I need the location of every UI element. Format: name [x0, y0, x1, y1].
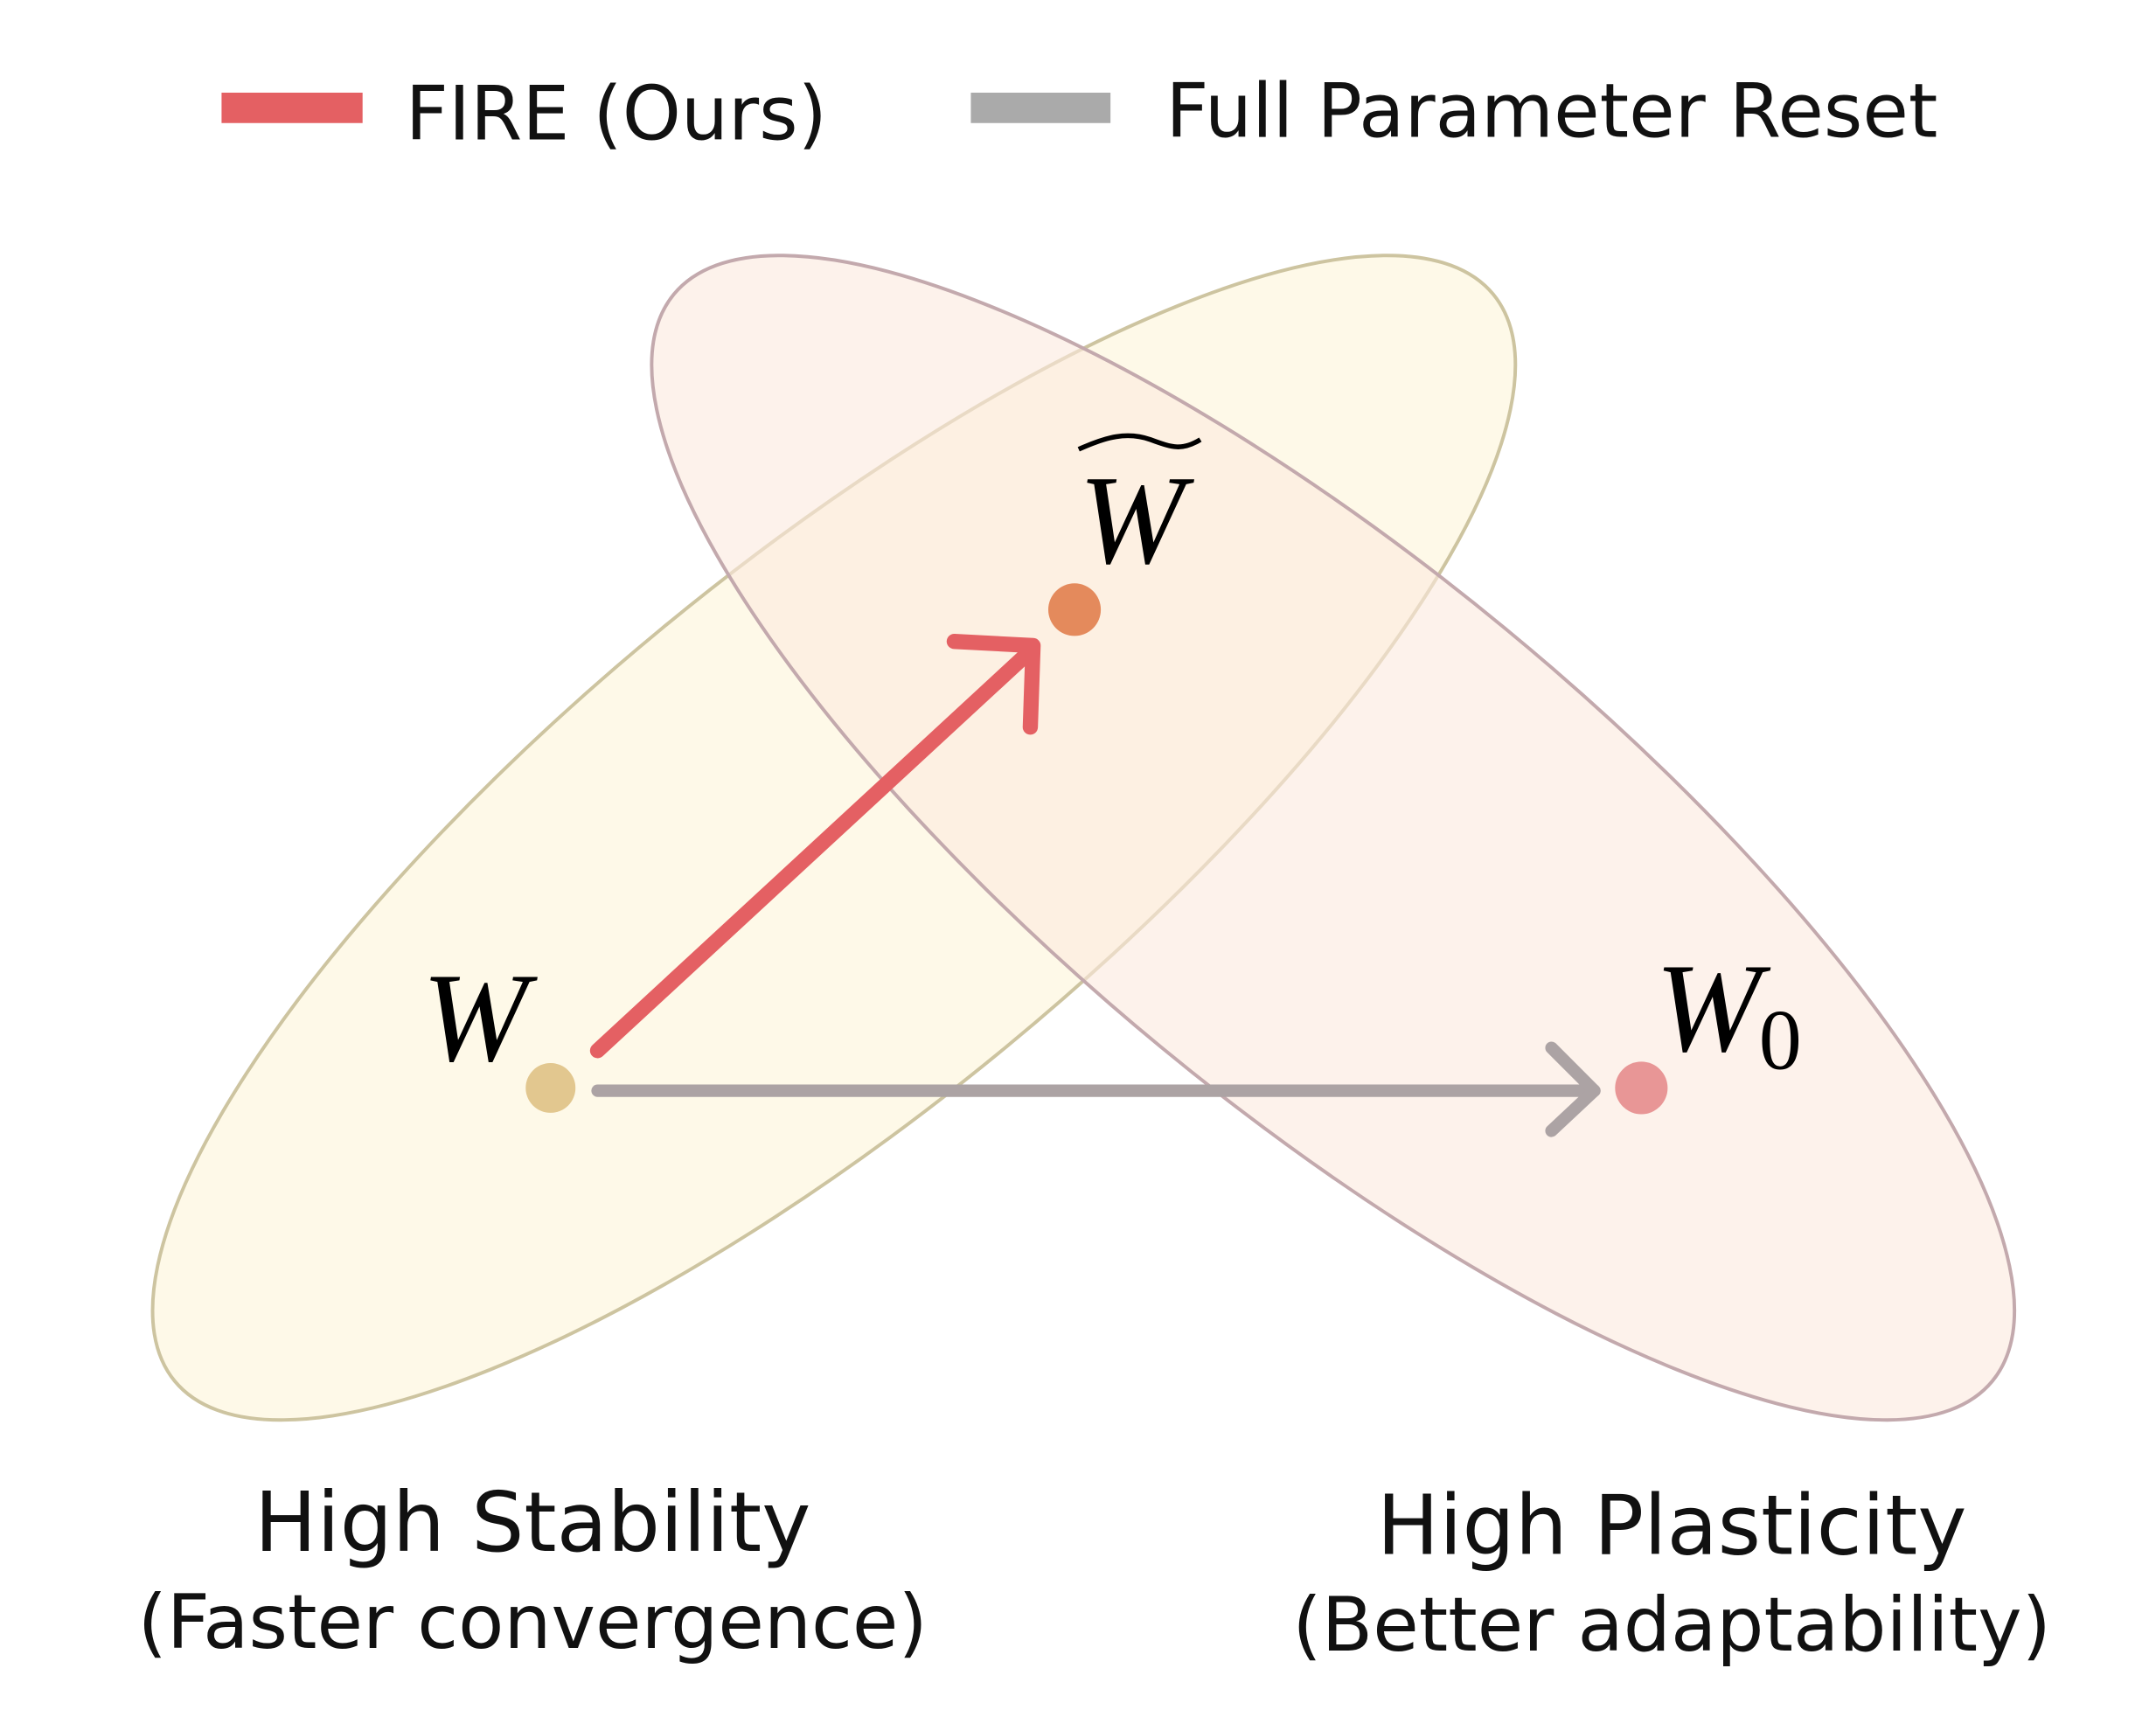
tilde-accent-icon	[1077, 433, 1202, 452]
label-w: W	[422, 948, 539, 1088]
point-w	[525, 1062, 576, 1113]
legend-reset-label: Full Parameter Reset	[1165, 69, 1937, 156]
reset-arrow	[591, 1041, 1601, 1137]
plasticity-subtitle: (Better adaptability)	[1292, 1582, 2051, 1669]
legend-fire-label: FIRE (Ours)	[406, 72, 827, 158]
label-w0-subscript: 0	[1759, 993, 1802, 1088]
label-w-tilde: W	[1077, 433, 1202, 591]
legend: FIRE (Ours) Full Parameter Reset	[221, 69, 1937, 158]
point-w0	[1615, 1061, 1668, 1115]
point-w-tilde	[1048, 583, 1102, 636]
plasticity-title: High Plasticity	[1377, 1477, 1967, 1574]
stability-title: High Stability	[254, 1475, 810, 1571]
stability-subtitle: (Faster convergence)	[138, 1580, 928, 1666]
label-w-tilde-letter: W	[1079, 450, 1195, 591]
label-w0-letter: W	[1655, 938, 1771, 1079]
label-w0: W 0	[1655, 938, 1802, 1088]
fire-arrow	[589, 634, 1041, 1059]
plasticity-region	[650, 254, 2017, 1422]
